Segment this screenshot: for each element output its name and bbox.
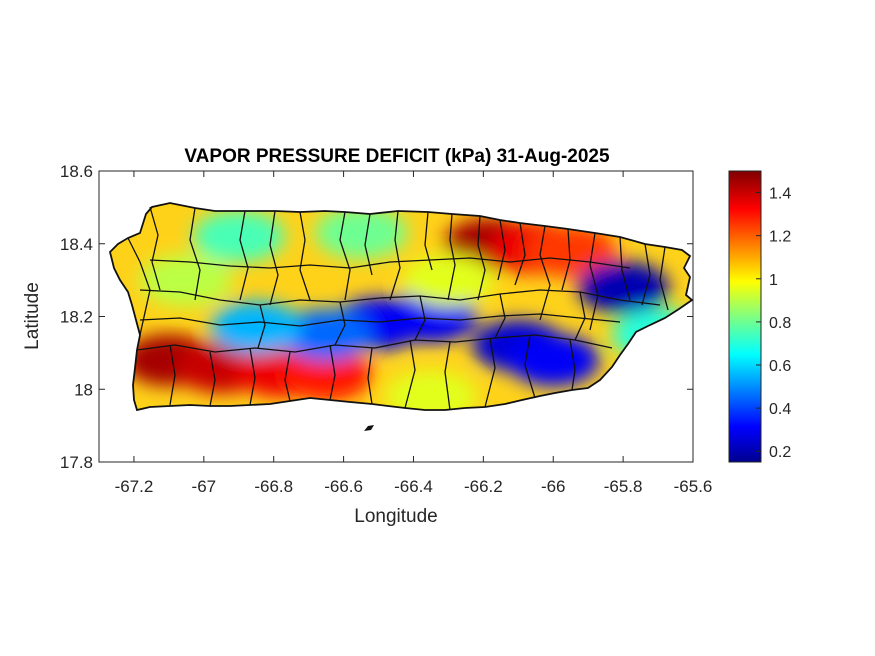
municipality-boundary: [209, 351, 216, 407]
municipality-boundary: [484, 337, 496, 408]
colorbar-ticks: 0.2 0.4 0.6 0.8 1 1.2 1.4: [756, 186, 791, 461]
colorbar-tick-label: 0.8: [769, 315, 791, 332]
municipality-boundaries: [127, 206, 669, 411]
municipality-boundary: [136, 334, 613, 353]
colorbar-tick-label: 1: [769, 272, 778, 289]
municipality-boundary: [641, 243, 651, 306]
vpd-field-patch: [280, 308, 373, 361]
vpd-field-patch: [140, 254, 233, 307]
y-tick-label: 18: [74, 380, 93, 399]
x-tick-label: -66.6: [324, 477, 363, 496]
island-coastline: [109, 202, 694, 412]
x-tick-label: -67: [192, 477, 217, 496]
municipality-boundary: [619, 236, 631, 301]
x-tick-label: -66: [541, 477, 566, 496]
municipality-boundary: [367, 347, 373, 405]
colorbar-tick-label: 0.6: [769, 358, 791, 375]
colorbar-tick-label: 0.4: [769, 401, 791, 418]
map-title: VAPOR PRESSURE DEFICIT (kPa) 31-Aug-2025: [184, 146, 610, 167]
y-tick-label: 17.8: [60, 453, 93, 472]
x-tick-label: -66.8: [254, 477, 293, 496]
municipality-boundary: [139, 289, 661, 306]
caja-de-muertos-island: [364, 425, 374, 431]
vpd-field-patch: [315, 206, 408, 259]
municipality-boundary: [389, 210, 401, 301]
municipality-boundary: [424, 211, 433, 271]
municipality-boundary: [444, 341, 451, 411]
x-tick-label: -66.4: [394, 477, 433, 496]
municipality-boundary: [149, 206, 161, 291]
municipality-boundary: [569, 339, 576, 391]
x-tick-label: -65.6: [674, 477, 713, 496]
municipality-boundary: [127, 237, 151, 336]
municipality-boundary: [169, 344, 176, 406]
municipality-boundary: [189, 207, 201, 301]
x-axis-label: Longitude: [354, 506, 437, 527]
municipality-boundary: [524, 334, 536, 399]
colorbar-tick-label: 0.2: [769, 444, 791, 461]
x-tick-label: -65.8: [604, 477, 643, 496]
y-axis-label: Latitude: [22, 282, 43, 350]
x-tick-label: -66.2: [464, 477, 503, 496]
municipality-boundary: [239, 210, 249, 301]
municipality-boundary: [139, 313, 621, 327]
municipality-boundary: [284, 351, 291, 402]
municipality-boundary: [269, 210, 279, 306]
municipality-boundary: [329, 344, 336, 401]
municipality-boundary: [539, 225, 551, 321]
vpd-field-patch: [280, 348, 373, 401]
x-axis: -67.2 -67 -66.8 -66.6 -66.4 -66.2 -66 -65.8 -65.…: [115, 171, 713, 496]
vpd-field-patch: [402, 254, 495, 307]
vpd-field-patch: [210, 301, 303, 354]
municipality-boundary: [149, 257, 631, 269]
vpd-field-patch: [192, 210, 285, 263]
colorbar-tick-label: 1.4: [769, 186, 791, 203]
municipality-boundary: [257, 304, 266, 349]
municipality-boundary: [514, 222, 526, 286]
municipality-boundary: [249, 347, 256, 406]
municipality-boundary: [299, 211, 311, 301]
municipality-boundary: [589, 232, 599, 331]
y-tick-label: 18.4: [60, 235, 93, 254]
colorbar-tick-label: 1.2: [769, 229, 791, 246]
municipality-boundary: [659, 246, 669, 311]
municipality-boundary: [497, 219, 506, 281]
municipality-boundary: [447, 213, 456, 301]
municipality-boundary: [414, 295, 426, 341]
y-tick-label: 18.6: [60, 162, 93, 181]
colorbar: [728, 170, 762, 463]
municipality-boundary: [404, 339, 416, 409]
municipality-boundary: [339, 211, 351, 301]
x-tick-label: -67.2: [115, 477, 154, 496]
municipality-boundary: [477, 215, 486, 301]
municipality-boundary: [494, 293, 506, 339]
vpd-field-patch: [577, 261, 670, 314]
y-tick-label: 18.2: [60, 308, 93, 327]
municipality-boundary: [334, 301, 346, 346]
vpd-field-patch: [507, 334, 600, 387]
y-axis: 17.8 18 18.2 18.4 18.6: [60, 162, 693, 472]
